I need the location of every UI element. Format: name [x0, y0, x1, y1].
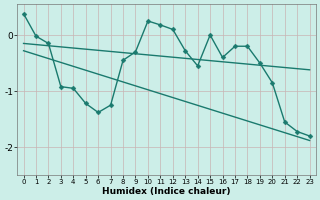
X-axis label: Humidex (Indice chaleur): Humidex (Indice chaleur)	[102, 187, 231, 196]
